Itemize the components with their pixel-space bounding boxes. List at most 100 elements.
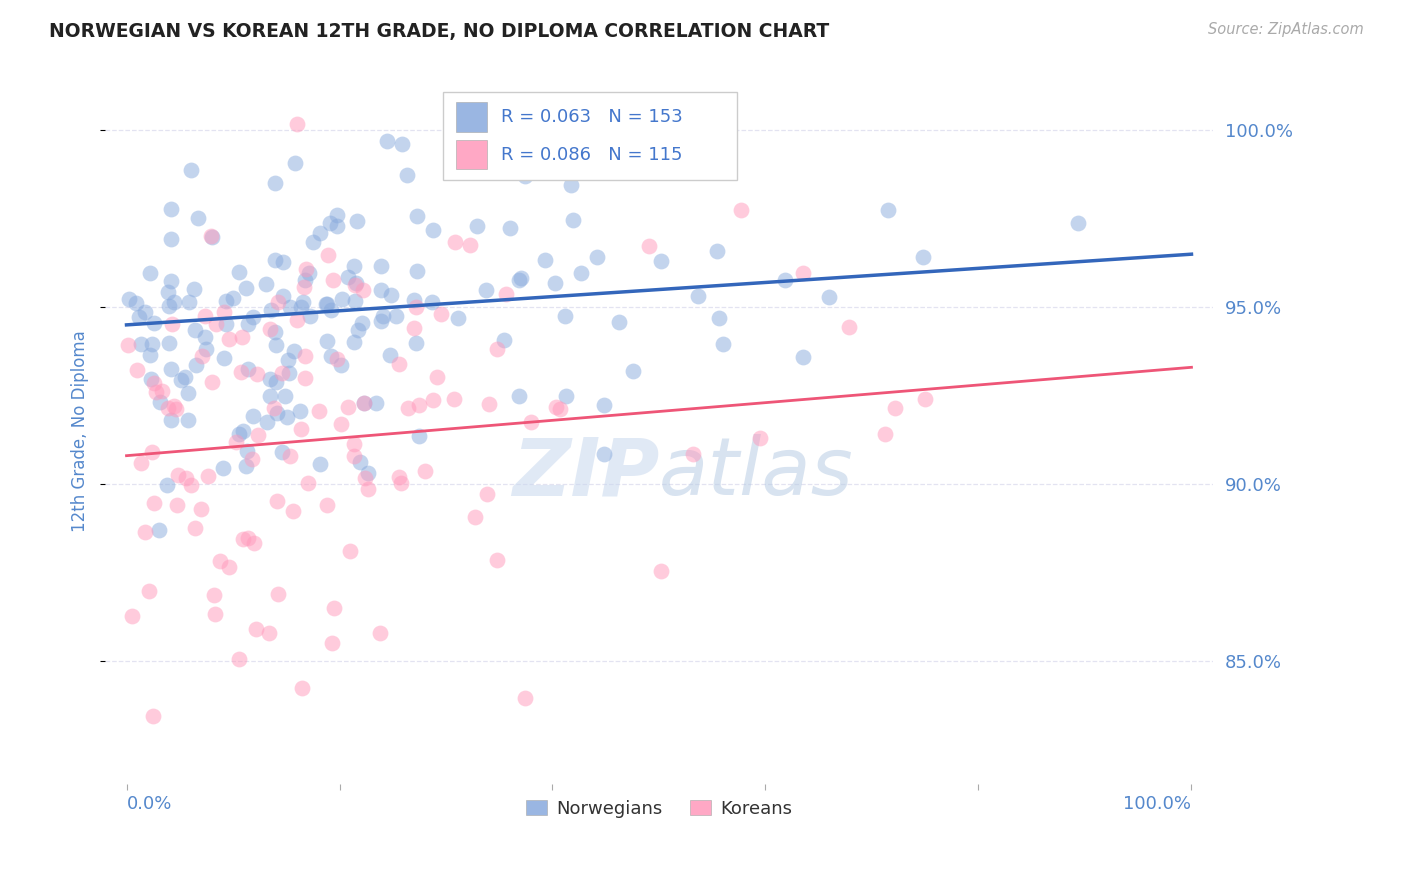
Point [321, 636, 343, 650]
Point [290, 422, 312, 436]
Point [245, 367, 267, 381]
Point [405, 209, 427, 223]
Point [406, 264, 429, 278]
Point [389, 475, 412, 490]
Point [373, 309, 395, 323]
Point [160, 232, 183, 246]
Point [592, 447, 614, 461]
Point [238, 532, 260, 546]
Point [190, 349, 212, 363]
Point [343, 449, 366, 463]
Point [650, 254, 672, 268]
Point [339, 544, 361, 558]
Point [202, 588, 225, 602]
Point [238, 362, 260, 376]
Point [143, 376, 166, 391]
Point [353, 396, 375, 410]
Point [326, 208, 349, 222]
Point [291, 681, 314, 695]
Legend: Norwegians, Koreans: Norwegians, Koreans [519, 792, 800, 825]
Point [408, 428, 430, 442]
Text: atlas: atlas [659, 434, 853, 512]
Text: 100.0%: 100.0% [1123, 795, 1191, 813]
Point [353, 395, 375, 409]
Point [325, 351, 347, 366]
Point [184, 323, 207, 337]
Point [150, 384, 173, 399]
Point [159, 413, 181, 427]
Point [384, 309, 406, 323]
Point [337, 270, 360, 285]
Point [357, 483, 380, 497]
Text: 0.0%: 0.0% [127, 795, 172, 813]
Point [548, 401, 571, 416]
Point [688, 289, 710, 303]
Text: R = 0.086   N = 115: R = 0.086 N = 115 [501, 145, 682, 163]
Point [346, 214, 368, 228]
Point [201, 230, 224, 244]
Point [165, 401, 187, 416]
Point [179, 295, 201, 310]
Point [276, 409, 298, 424]
Point [294, 350, 316, 364]
Point [208, 554, 231, 568]
Point [205, 317, 228, 331]
Point [263, 252, 285, 267]
Point [447, 310, 470, 325]
Point [212, 305, 235, 319]
Point [163, 399, 186, 413]
Point [554, 309, 576, 323]
Point [911, 250, 934, 264]
Point [316, 498, 339, 512]
Point [297, 475, 319, 490]
Point [139, 348, 162, 362]
Point [607, 315, 630, 329]
Point [128, 310, 150, 324]
Point [194, 342, 217, 356]
Point [263, 325, 285, 339]
Point [212, 351, 235, 366]
Point [688, 141, 710, 155]
Point [316, 334, 339, 348]
Point [425, 370, 447, 384]
Point [264, 376, 287, 390]
Point [267, 294, 290, 309]
Point [343, 260, 366, 274]
Point [156, 477, 179, 491]
Point [256, 415, 278, 429]
Point [238, 318, 260, 332]
Point [134, 305, 156, 319]
Point [884, 401, 907, 415]
Point [157, 299, 180, 313]
Point [259, 389, 281, 403]
Point [508, 273, 530, 287]
Bar [457, 140, 488, 169]
Point [263, 177, 285, 191]
Point [271, 255, 294, 269]
Point [278, 366, 301, 380]
Point [166, 498, 188, 512]
Point [914, 392, 936, 407]
Point [301, 235, 323, 249]
Point [792, 350, 814, 364]
Point [319, 349, 342, 363]
Point [873, 427, 896, 442]
Point [271, 366, 294, 380]
Point [329, 417, 352, 431]
Point [141, 337, 163, 351]
Point [184, 521, 207, 535]
Point [533, 253, 555, 268]
Point [546, 400, 568, 414]
Point [792, 266, 814, 280]
Point [344, 278, 367, 293]
Point [292, 280, 315, 294]
Point [413, 464, 436, 478]
Point [173, 370, 195, 384]
Point [159, 274, 181, 288]
Point [337, 400, 360, 414]
Point [388, 470, 411, 484]
Point [294, 273, 316, 287]
Point [368, 626, 391, 640]
Point [180, 163, 202, 178]
Point [170, 373, 193, 387]
